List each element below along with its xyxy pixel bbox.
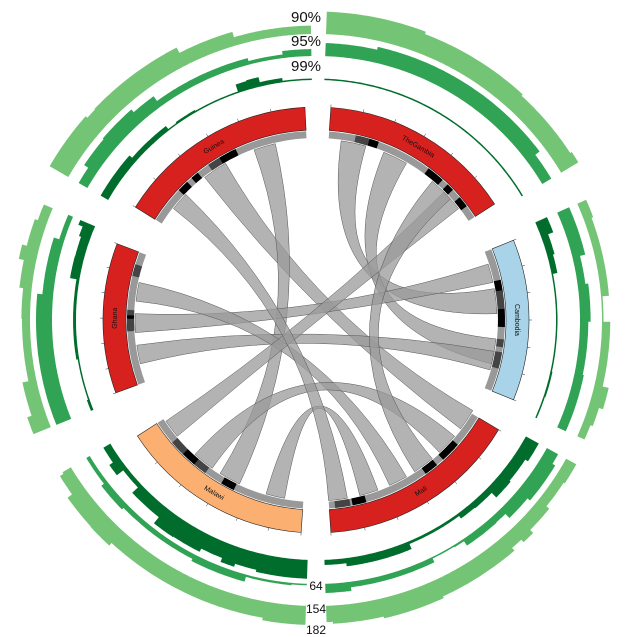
sector	[134, 106, 307, 220]
tick	[364, 527, 366, 531]
band-block	[354, 135, 370, 146]
tick	[267, 527, 269, 531]
tick	[132, 205, 136, 208]
count-label: 154	[306, 602, 326, 616]
chord	[173, 193, 348, 501]
band-block	[229, 149, 239, 159]
band-block	[351, 495, 367, 506]
tick	[105, 368, 109, 370]
band-block	[497, 308, 506, 328]
tick	[394, 119, 396, 123]
sector	[491, 239, 530, 401]
tick	[206, 133, 209, 137]
coverage-rings	[18, 11, 611, 625]
band-block	[175, 441, 188, 455]
tick	[114, 242, 118, 244]
coverage-ring	[78, 49, 312, 188]
band-block	[447, 440, 458, 451]
tick	[521, 373, 526, 375]
sector-label: Ghana	[112, 308, 119, 329]
chord	[369, 180, 451, 473]
band-block	[424, 168, 443, 185]
coverage-ring	[59, 467, 307, 625]
band-block	[132, 264, 143, 278]
tick	[474, 175, 478, 179]
tick	[427, 501, 430, 505]
tick	[521, 265, 526, 267]
sector	[328, 107, 496, 217]
band-block	[493, 279, 503, 294]
ring-label: 95%	[291, 33, 321, 50]
coverage-ring	[36, 214, 73, 425]
band-block	[496, 338, 504, 348]
band-block	[442, 184, 453, 195]
tick	[112, 392, 116, 395]
coverage-ring	[86, 456, 307, 586]
tick	[153, 177, 156, 180]
tick	[270, 108, 272, 112]
count-label: 64	[309, 579, 323, 593]
sector	[328, 417, 500, 533]
ring-label: 90%	[291, 9, 321, 26]
band-block	[334, 498, 351, 508]
tick	[513, 399, 517, 402]
tick	[513, 238, 517, 241]
chords	[134, 140, 498, 501]
band-block	[191, 172, 203, 184]
coverage-ring	[326, 458, 577, 624]
coverage-ring	[103, 443, 308, 579]
band-block	[221, 477, 237, 491]
chord	[135, 282, 407, 486]
tick	[178, 484, 182, 488]
band-block	[126, 318, 135, 332]
tick	[177, 153, 181, 157]
chord	[337, 140, 498, 315]
sector-label: Cambodia	[513, 304, 520, 336]
tick	[363, 109, 365, 113]
coverage-ring	[557, 207, 591, 432]
tick	[454, 481, 457, 485]
tick	[423, 133, 426, 137]
coverage-ring	[326, 11, 579, 173]
coverage-ring	[49, 25, 311, 177]
band-block	[495, 290, 505, 310]
count-label: 182	[306, 623, 326, 637]
tick	[106, 266, 110, 269]
band-block	[192, 457, 210, 474]
coverage-ring	[535, 217, 558, 419]
sector	[136, 423, 304, 533]
tick	[236, 517, 238, 521]
tick	[498, 429, 502, 432]
band-block	[491, 351, 503, 369]
tick	[478, 457, 482, 460]
coverage-ring	[577, 199, 611, 440]
band-block	[182, 448, 199, 465]
ring-label: 99%	[291, 58, 321, 75]
band-block	[178, 181, 192, 195]
tick	[154, 461, 158, 465]
band-block	[421, 459, 438, 474]
tick	[450, 152, 454, 156]
coverage-ring	[18, 204, 53, 435]
coverage-ring	[70, 220, 96, 411]
coverage-ring	[325, 43, 552, 184]
sector	[102, 243, 139, 394]
chord	[204, 162, 474, 430]
sector-band	[127, 252, 147, 385]
tick	[206, 503, 209, 507]
tick	[396, 516, 399, 520]
tick	[237, 118, 239, 122]
band-block	[454, 197, 467, 211]
